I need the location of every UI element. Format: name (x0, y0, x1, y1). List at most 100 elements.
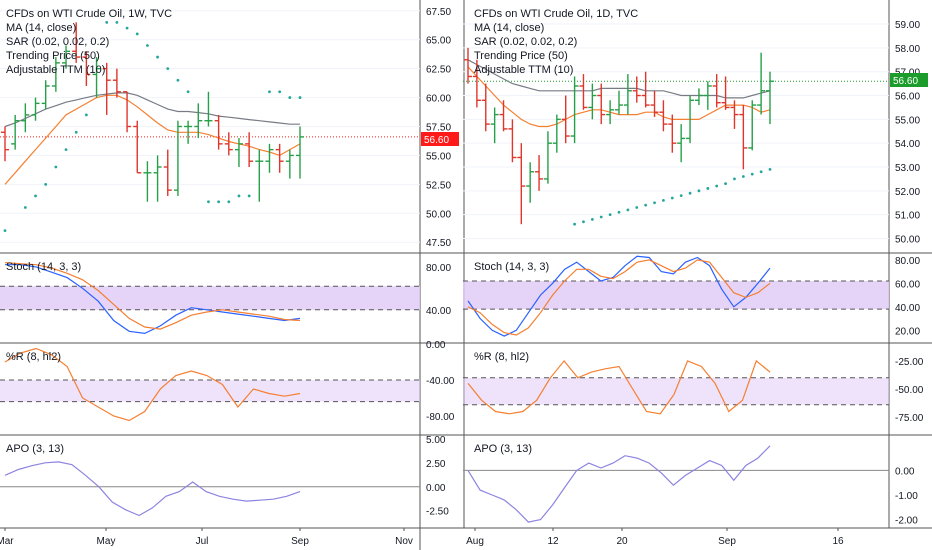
right-apo-title: APO (3, 13) (474, 443, 532, 455)
left-stoch-tick: 40.00 (426, 306, 451, 317)
right-legend-title: CFDs on WTI Crude Oil, 1D, TVC (474, 8, 638, 20)
left-apo-tick: 0.00 (426, 483, 446, 494)
left-sar-dot (23, 206, 27, 209)
left-sar-dot (288, 96, 292, 99)
right-stoch-d-line (467, 259, 771, 336)
right-ma-line (467, 59, 771, 99)
left-stoch-d-line (4, 262, 301, 330)
right-legend-sar: SAR (0.02, 0.02, 0.2) (474, 36, 577, 48)
right-apo-tick: -2.00 (895, 516, 918, 527)
left-legend-trending: Trending Price (50) (6, 50, 100, 62)
right-price-tag: 56.60 (890, 73, 928, 87)
right-ttm-line (467, 66, 771, 128)
left-sar-dot (176, 78, 180, 82)
left-stoch-band (0, 286, 420, 310)
right-legend-ma: MA (14, close) (474, 22, 544, 34)
right-legend-trending: Trending Price (50) (474, 50, 568, 62)
right-sar-dot (679, 194, 683, 197)
left-apo-tick: 2.50 (426, 459, 446, 470)
left-stoch-k-line (5, 264, 301, 335)
right-price-tick: 55.00 (895, 115, 920, 126)
left-price-tick: 50.00 (426, 209, 451, 220)
left-wr-tick: -80.00 (426, 412, 455, 423)
left-x-label: Jul (196, 536, 209, 547)
right-legend: CFDs on WTI Crude Oil, 1D, TVC MA (14, c… (474, 8, 638, 455)
left-sar-dot (74, 130, 78, 134)
right-price-tick: 54.00 (895, 139, 920, 150)
left-x-label: May (97, 536, 116, 547)
left-price-tick: 65.00 (426, 36, 451, 47)
left-sar-dot (84, 113, 88, 117)
right-price-tick: 51.00 (895, 211, 920, 222)
left-sar-dot (34, 194, 37, 198)
left-sar-dot (166, 67, 170, 71)
right-sar-dot (741, 175, 745, 178)
left-stoch-title: Stoch (14, 3, 3) (6, 261, 81, 273)
right-sar-dot (573, 222, 576, 226)
left-sar-dot (105, 20, 109, 24)
left-price-tick: 60.00 (426, 94, 451, 105)
left-price-tag-text: 56.60 (424, 135, 449, 146)
left-sar-dot (54, 165, 58, 169)
left-sar-dot (156, 55, 159, 59)
right-stoch-title: Stoch (14, 3, 3) (474, 261, 549, 273)
right-price-tick: 52.00 (895, 187, 920, 198)
right-sar-dot (644, 203, 648, 207)
right-x-label: 12 (547, 536, 559, 547)
right-x-label: Aug (466, 536, 484, 547)
right-price-tick: 59.00 (895, 20, 920, 31)
left-legend-ma: MA (14, close) (6, 22, 76, 34)
right-price-tick: 56.00 (895, 92, 920, 103)
left-ttm-line (4, 94, 301, 185)
right-x-label: 16 (832, 536, 844, 547)
left-wr-tick: -40.00 (426, 376, 455, 387)
right-wr-tick: -50.00 (895, 385, 924, 396)
right-sar-dot (653, 201, 656, 205)
right-wr-tick: -25.00 (895, 357, 924, 368)
left-sar-dot (64, 148, 68, 152)
right-sar-dot (662, 198, 665, 202)
right-wr-title: %R (8, hl2) (474, 351, 529, 363)
right-wr-tick: -75.00 (895, 413, 924, 424)
right-sar-dot (715, 184, 719, 188)
right-stoch-tick: 80.00 (895, 256, 920, 267)
right-sar-dot (608, 213, 612, 217)
left-price-tick: 52.50 (426, 180, 451, 191)
left-apo-title: APO (3, 13) (6, 443, 64, 455)
right-x-label: Sep (718, 536, 736, 547)
left-price-tick: 55.00 (426, 151, 451, 162)
left-sar-dot (247, 194, 251, 198)
left-stoch-tick: 80.00 (426, 263, 451, 274)
left-sar-dot (146, 44, 149, 47)
right-stoch-tick: 20.00 (895, 326, 920, 337)
left-x-label: Sep (291, 536, 309, 547)
left-price-tag: 56.60 (421, 132, 459, 146)
right-x-label: 20 (616, 536, 628, 547)
left-wr-tick: 0.00 (426, 340, 446, 351)
right-price-tag-bg (890, 73, 928, 87)
right-legend-ttm: Adjustable TTM (10) (474, 64, 573, 76)
left-legend-sar: SAR (0.02, 0.02, 0.2) (6, 36, 109, 48)
left-sar-dot (207, 200, 210, 204)
grid-layer (0, 10, 889, 243)
left-wr-title: %R (8, hl2) (6, 351, 61, 363)
right-sar-dot (599, 215, 603, 219)
series-layer (1, 20, 774, 523)
right-sar-dot (582, 220, 585, 224)
left-apo-tick: -2.50 (426, 507, 449, 518)
right-stoch-tick: 40.00 (895, 303, 920, 314)
right-sar-dot (670, 196, 674, 200)
left-sar-dot (3, 229, 7, 233)
right-price-tick: 50.00 (895, 234, 920, 245)
left-wr-line (4, 347, 301, 422)
right-stoch-band (463, 280, 889, 310)
right-price-tick: 58.00 (895, 44, 920, 55)
left-legend: CFDs on WTI Crude Oil, 1W, TVC MA (14, c… (6, 8, 172, 455)
left-legend-ttm: Adjustable TTM (10) (6, 64, 105, 76)
right-apo-tick: 0.00 (895, 466, 915, 477)
left-apo-tick: 5.00 (426, 435, 446, 446)
left-price-tick: 67.50 (426, 7, 451, 18)
left-ma-line (4, 92, 300, 128)
left-price-tick: 62.50 (426, 65, 451, 76)
